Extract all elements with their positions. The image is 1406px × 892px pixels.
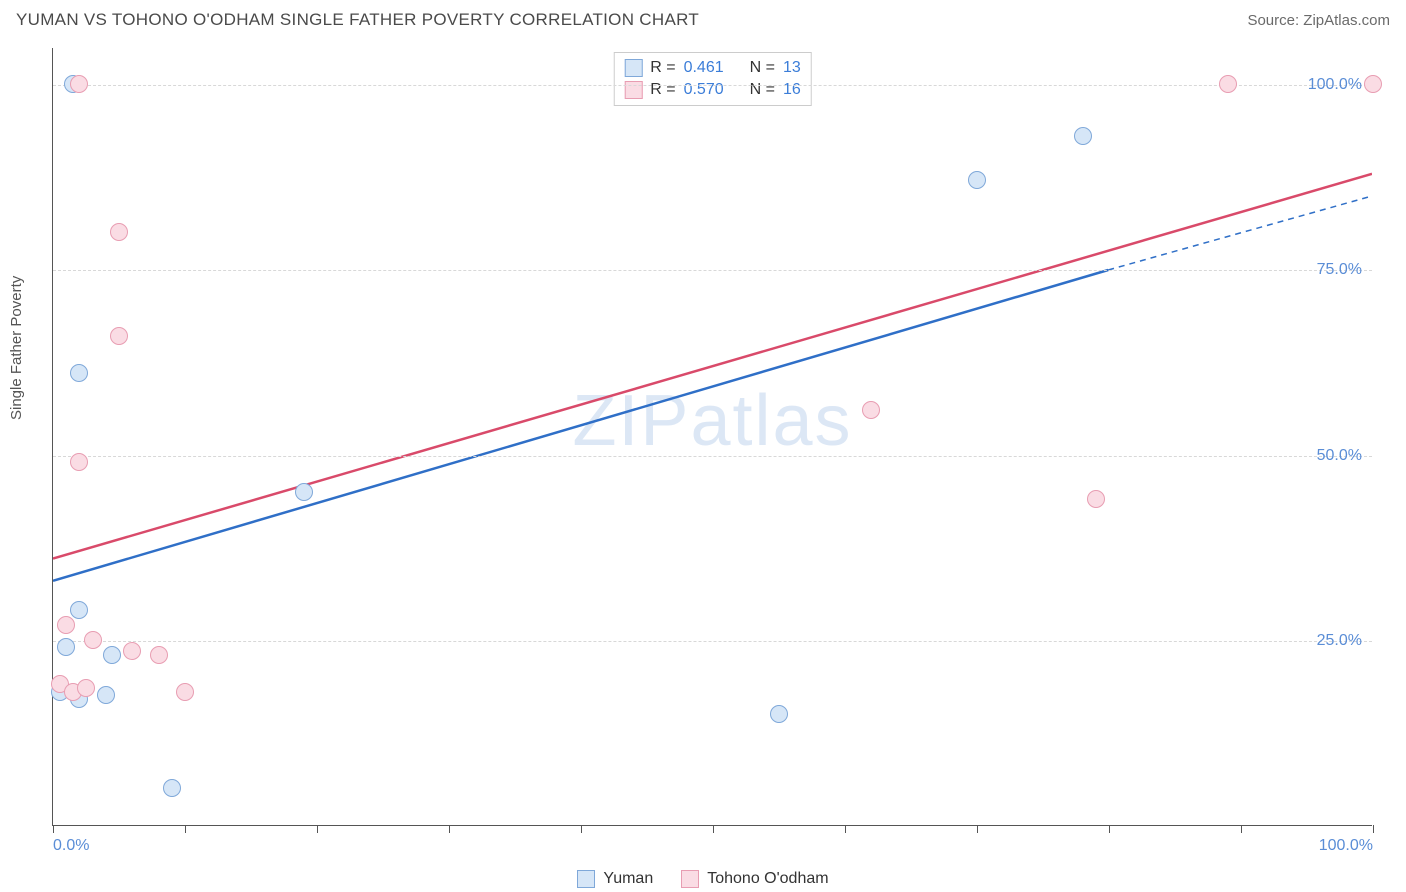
data-point xyxy=(77,679,95,697)
gridline xyxy=(53,270,1372,271)
gridline xyxy=(53,85,1372,86)
x-tick xyxy=(1109,825,1110,833)
gridline xyxy=(53,456,1372,457)
x-tick xyxy=(713,825,714,833)
y-tick-label: 75.0% xyxy=(1317,261,1362,279)
data-point xyxy=(1364,75,1382,93)
x-tick-label: 100.0% xyxy=(1319,837,1373,855)
x-tick xyxy=(1373,825,1374,833)
series-name: Yuman xyxy=(603,870,653,888)
gridline xyxy=(53,641,1372,642)
data-point xyxy=(150,646,168,664)
legend-swatch xyxy=(577,870,595,888)
series-legend-item: Tohono O'odham xyxy=(681,870,828,888)
series-name: Tohono O'odham xyxy=(707,870,828,888)
data-point xyxy=(176,683,194,701)
legend-row: R = 0.570 N = 16 xyxy=(624,79,801,101)
r-value: 0.461 xyxy=(684,59,724,77)
r-label: R = xyxy=(650,81,675,99)
y-axis-label: Single Father Poverty xyxy=(8,276,25,420)
r-label: R = xyxy=(650,59,675,77)
data-point xyxy=(84,631,102,649)
data-point xyxy=(70,75,88,93)
x-tick-label: 0.0% xyxy=(53,837,89,855)
series-legend: Yuman Tohono O'odham xyxy=(0,870,1406,888)
y-tick-label: 50.0% xyxy=(1317,447,1362,465)
y-tick-label: 25.0% xyxy=(1317,632,1362,650)
data-point xyxy=(1219,75,1237,93)
data-point xyxy=(123,642,141,660)
x-tick xyxy=(581,825,582,833)
data-point xyxy=(70,453,88,471)
chart-title: YUMAN VS TOHONO O'ODHAM SINGLE FATHER PO… xyxy=(16,10,699,30)
x-tick xyxy=(449,825,450,833)
series-legend-item: Yuman xyxy=(577,870,653,888)
data-point xyxy=(57,638,75,656)
correlation-legend: R = 0.461 N = 13 R = 0.570 N = 16 xyxy=(613,52,812,106)
data-point xyxy=(295,483,313,501)
n-value: 13 xyxy=(783,59,801,77)
chart-plot-area: ZIPatlas R = 0.461N = 13R = 0.570N = 16 … xyxy=(52,48,1372,826)
x-tick xyxy=(317,825,318,833)
data-point xyxy=(70,364,88,382)
data-point xyxy=(1087,490,1105,508)
n-label: N = xyxy=(750,59,775,77)
data-point xyxy=(110,223,128,241)
x-tick xyxy=(185,825,186,833)
legend-swatch xyxy=(624,59,642,77)
data-point xyxy=(103,646,121,664)
data-point xyxy=(70,601,88,619)
n-value: 16 xyxy=(783,81,801,99)
source-label: Source: ZipAtlas.com xyxy=(1247,12,1390,29)
watermark: ZIPatlas xyxy=(572,380,852,462)
x-tick xyxy=(1241,825,1242,833)
data-point xyxy=(1074,127,1092,145)
data-point xyxy=(57,616,75,634)
legend-swatch xyxy=(624,81,642,99)
data-point xyxy=(97,686,115,704)
legend-row: R = 0.461 N = 13 xyxy=(624,57,801,79)
x-tick xyxy=(53,825,54,833)
data-point xyxy=(968,171,986,189)
trend-lines xyxy=(53,48,1372,825)
n-label: N = xyxy=(750,81,775,99)
data-point xyxy=(110,327,128,345)
data-point xyxy=(163,779,181,797)
x-tick xyxy=(977,825,978,833)
data-point xyxy=(862,401,880,419)
r-value: 0.570 xyxy=(684,81,724,99)
y-tick-label: 100.0% xyxy=(1308,76,1362,94)
data-point xyxy=(770,705,788,723)
legend-swatch xyxy=(681,870,699,888)
x-tick xyxy=(845,825,846,833)
